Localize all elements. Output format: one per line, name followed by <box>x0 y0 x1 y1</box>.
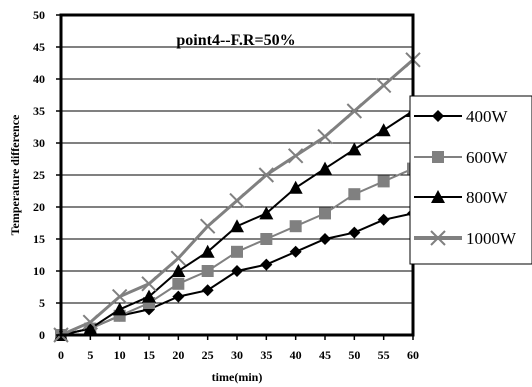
data-point-1000W <box>317 128 333 145</box>
data-point-600W <box>260 233 273 245</box>
x-tick-label: 5 <box>87 348 93 362</box>
legend-marker <box>432 151 444 163</box>
legend-label: 600W <box>466 148 509 167</box>
y-axis-title: Temperature difference <box>8 114 22 235</box>
x-axis-ticks: 0 5 10 15 20 25 30 35 40 45 50 55 60 <box>58 335 419 362</box>
x-axis-title: time(min) <box>212 370 263 384</box>
x-tick-label: 0 <box>58 348 64 362</box>
x-tick-label: 40 <box>290 348 302 362</box>
data-point-600W <box>348 188 361 201</box>
x-marker-stroke <box>287 148 304 164</box>
data-point-400W <box>231 265 243 277</box>
x-tick-label: 20 <box>172 348 184 362</box>
x-marker-stroke <box>317 128 333 145</box>
x-tick-label: 55 <box>378 348 390 362</box>
data-point-600W <box>172 277 185 290</box>
data-point-800W <box>200 244 215 258</box>
x-marker-stroke <box>111 288 128 305</box>
data-point-1000W <box>346 103 363 119</box>
data-point-1000W <box>287 148 304 164</box>
series-600W <box>55 162 419 341</box>
data-point-800W <box>376 123 391 137</box>
legend-label: 1000W <box>466 229 517 248</box>
y-tick-label: 35 <box>33 104 45 118</box>
x-tick-label: 30 <box>231 348 243 362</box>
data-point-400W <box>377 213 390 226</box>
data-point-800W <box>83 321 98 335</box>
x-tick-label: 60 <box>407 348 419 362</box>
data-point-600W <box>201 265 214 277</box>
grid-lines <box>61 46 413 304</box>
x-tick-label: 50 <box>348 348 360 362</box>
y-tick-label: 45 <box>33 40 45 54</box>
legend: 400W 600W 800W 1000W <box>409 95 532 265</box>
x-tick-label: 15 <box>143 348 155 362</box>
series-800W <box>54 104 420 341</box>
series-layer <box>53 52 421 343</box>
data-point-800W <box>112 302 127 316</box>
legend-item-400W: 400W <box>414 107 509 126</box>
x-tick-label: 45 <box>319 348 331 362</box>
y-tick-label: 20 <box>33 200 45 214</box>
data-point-800W <box>288 180 303 194</box>
data-point-1000W <box>229 192 245 209</box>
y-axis-ticks: 0 5 10 15 20 25 30 35 40 45 50 <box>33 8 61 342</box>
y-tick-label: 50 <box>33 8 45 22</box>
legend-label: 400W <box>466 107 509 126</box>
chart-title: point4--F.R=50% <box>176 32 295 49</box>
y-tick-label: 15 <box>33 232 45 246</box>
x-marker-stroke <box>375 77 392 94</box>
y-tick-label: 25 <box>33 168 45 182</box>
legend-item-1000W: 1000W <box>414 229 517 248</box>
data-point-800W <box>171 264 186 277</box>
x-marker-stroke <box>141 276 157 292</box>
legend-item-600W: 600W <box>414 148 509 167</box>
data-point-800W <box>230 219 244 233</box>
y-tick-label: 40 <box>33 72 45 86</box>
y-tick-label: 10 <box>33 264 45 278</box>
x-tick-label: 10 <box>114 348 126 362</box>
legend-label: 800W <box>466 188 509 207</box>
legend-marker <box>430 230 446 246</box>
data-point-800W <box>318 161 332 175</box>
legend-item-800W: 800W <box>414 188 509 207</box>
y-tick-label: 30 <box>33 136 45 150</box>
x-marker-stroke <box>430 230 446 246</box>
y-tick-label: 0 <box>39 328 45 342</box>
x-marker-stroke <box>258 167 275 183</box>
data-point-1000W <box>111 288 128 305</box>
data-point-400W <box>260 258 273 271</box>
data-point-1000W <box>199 218 216 234</box>
x-marker-stroke <box>346 103 363 119</box>
data-point-600W <box>289 220 302 233</box>
legend-marker <box>432 110 444 122</box>
data-point-400W <box>172 290 185 303</box>
data-point-1000W <box>375 77 392 94</box>
data-point-400W <box>348 226 361 239</box>
data-point-400W <box>201 284 214 297</box>
data-point-600W <box>231 245 243 258</box>
x-marker-stroke <box>82 314 99 330</box>
y-tick-label: 5 <box>39 296 45 310</box>
data-point-800W <box>347 142 362 156</box>
x-marker-stroke <box>229 192 245 209</box>
data-point-800W <box>259 206 274 220</box>
series-1000W <box>53 52 421 343</box>
data-point-600W <box>319 207 331 220</box>
x-marker-stroke <box>199 218 216 234</box>
x-tick-label: 25 <box>202 348 214 362</box>
data-point-800W <box>142 289 156 303</box>
data-point-1000W <box>258 167 275 183</box>
data-point-1000W <box>170 250 187 266</box>
data-point-400W <box>289 245 302 258</box>
data-point-400W <box>319 233 331 245</box>
legend-marker <box>431 190 445 203</box>
data-point-1000W <box>82 314 99 330</box>
data-point-600W <box>377 175 390 188</box>
x-marker-stroke <box>170 250 187 266</box>
x-tick-label: 35 <box>260 348 272 362</box>
data-point-1000W <box>141 276 157 292</box>
